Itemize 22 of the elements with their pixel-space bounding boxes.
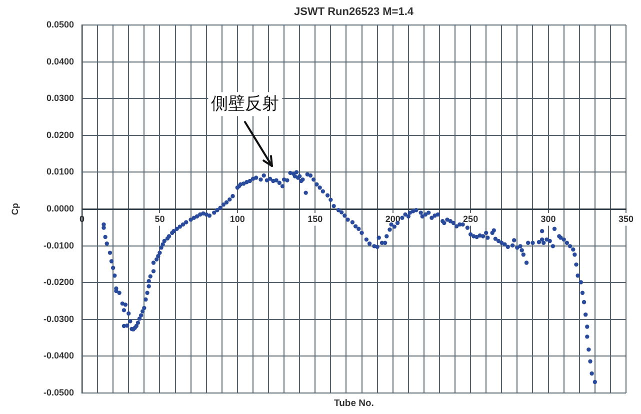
- annotation: 側壁反射: [211, 94, 280, 113]
- y-tick-label: -0.0500: [43, 387, 74, 398]
- x-tick-label: 100: [230, 214, 245, 224]
- y-tick-label: -0.0300: [43, 314, 74, 324]
- y-tick-label: -0.0100: [43, 240, 74, 250]
- x-tick-label: 250: [463, 214, 478, 224]
- y-tick-label: 0.0400: [46, 56, 74, 66]
- y-tick-label: -0.0200: [43, 277, 74, 288]
- y-axis-title: Cp: [10, 202, 20, 215]
- x-tick-label: 50: [154, 214, 165, 224]
- y-tick-label: -0.0400: [43, 350, 74, 361]
- x-tick-label: 300: [540, 214, 556, 224]
- y-tick-label: 0.0300: [46, 93, 74, 104]
- y-tick-label: 0.0500: [46, 19, 74, 30]
- x-axis-title: Tube No.: [334, 398, 374, 410]
- y-tick-label: 0.0100: [46, 166, 74, 177]
- y-tick-label: 0.0000: [46, 203, 74, 214]
- x-tick-label: 350: [618, 214, 634, 224]
- chart-title: JSWT Run26523 M=1.4: [294, 6, 414, 18]
- y-tick-label: 0.0200: [46, 130, 74, 140]
- x-tick-label: 200: [385, 214, 400, 224]
- x-tick-label: 150: [308, 214, 323, 224]
